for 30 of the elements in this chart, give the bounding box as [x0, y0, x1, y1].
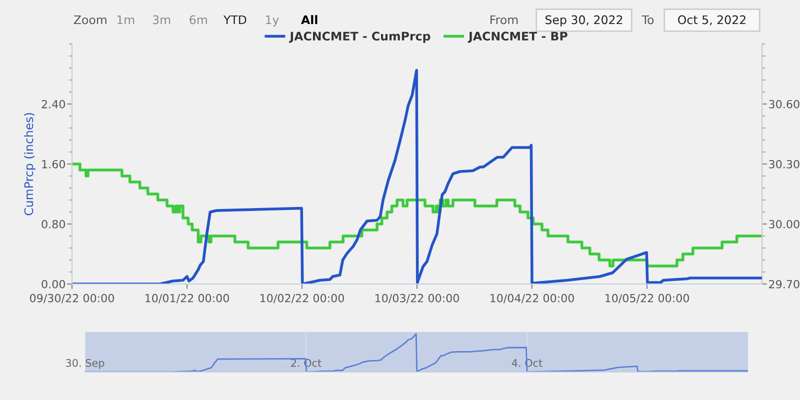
x-tick-label: 10/04/22 00:00: [490, 294, 574, 304]
y-tick-label: 0.80: [42, 220, 66, 228]
text: 3m: [152, 15, 170, 24]
y2-tick-label: 30.30: [769, 160, 800, 168]
y2-tick-label: 29.70: [769, 280, 800, 288]
text: 1m: [117, 15, 134, 24]
text: Sep 30, 2022: [545, 15, 622, 27]
text: Zoom: [74, 15, 106, 24]
y-tick-label: 0.00: [42, 280, 66, 288]
text: 6m: [190, 15, 207, 24]
text: YTD: [223, 15, 246, 24]
y2-tick-label: 30.60: [769, 100, 800, 108]
text: All: [301, 15, 318, 24]
text: 1y: [266, 15, 279, 27]
y-axis-title: CumPrcp (inches): [24, 113, 36, 216]
legend-label: JACNCMET - CumPrcp: [289, 32, 430, 43]
y-tick-label: 1.60: [42, 160, 66, 168]
y2-tick-label: 30.00: [769, 220, 800, 228]
x-tick-label: 10/02/22 00:00: [260, 294, 344, 304]
x-tick-label: 10/05/22 00:00: [605, 294, 689, 304]
legend-label: JACNCMET - BP: [468, 32, 568, 43]
x-tick-label: 10/03/22 00:00: [375, 294, 459, 304]
x-tick-label: 30. Sep: [66, 358, 104, 369]
line-series: [72, 68, 762, 284]
text: To: [642, 15, 654, 24]
text: From: [490, 15, 518, 24]
x-tick-label: 09/30/22 00:00: [30, 294, 114, 304]
text: Oct 5, 2022: [678, 15, 746, 26]
y-tick-label: 2.40: [42, 100, 66, 108]
x-tick-label: 10/01/22 00:00: [145, 294, 229, 304]
